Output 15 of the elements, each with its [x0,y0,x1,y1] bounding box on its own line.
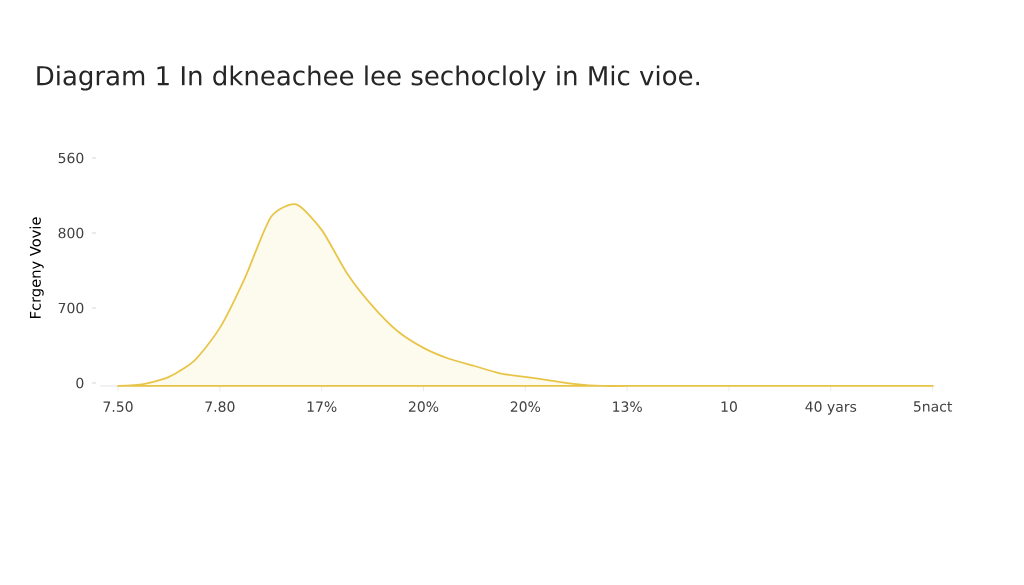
x-tick-label: 10 [721,401,737,412]
chart-title: Diagram 1 In dkneachee lee sechocloly in Mic vioe. [37,65,700,91]
y-axis-title: Fcrgeny Vovie [29,217,44,318]
x-tick-label: 20% [510,401,541,412]
x-tick-label: 20% [408,401,439,412]
x-tick-label: 40 yars [805,401,857,415]
x-tick-label: 5nact [913,401,953,412]
text: 560 [58,152,84,164]
x-tick-label: 7.50 [103,401,133,412]
x-tick-label: 13% [613,401,642,412]
x-tick-label: 7.80 [205,401,235,412]
x-tick-label: 17% [307,401,337,412]
text: 700 [58,302,84,314]
text: 0 [76,377,84,389]
text: 800 [58,227,84,239]
